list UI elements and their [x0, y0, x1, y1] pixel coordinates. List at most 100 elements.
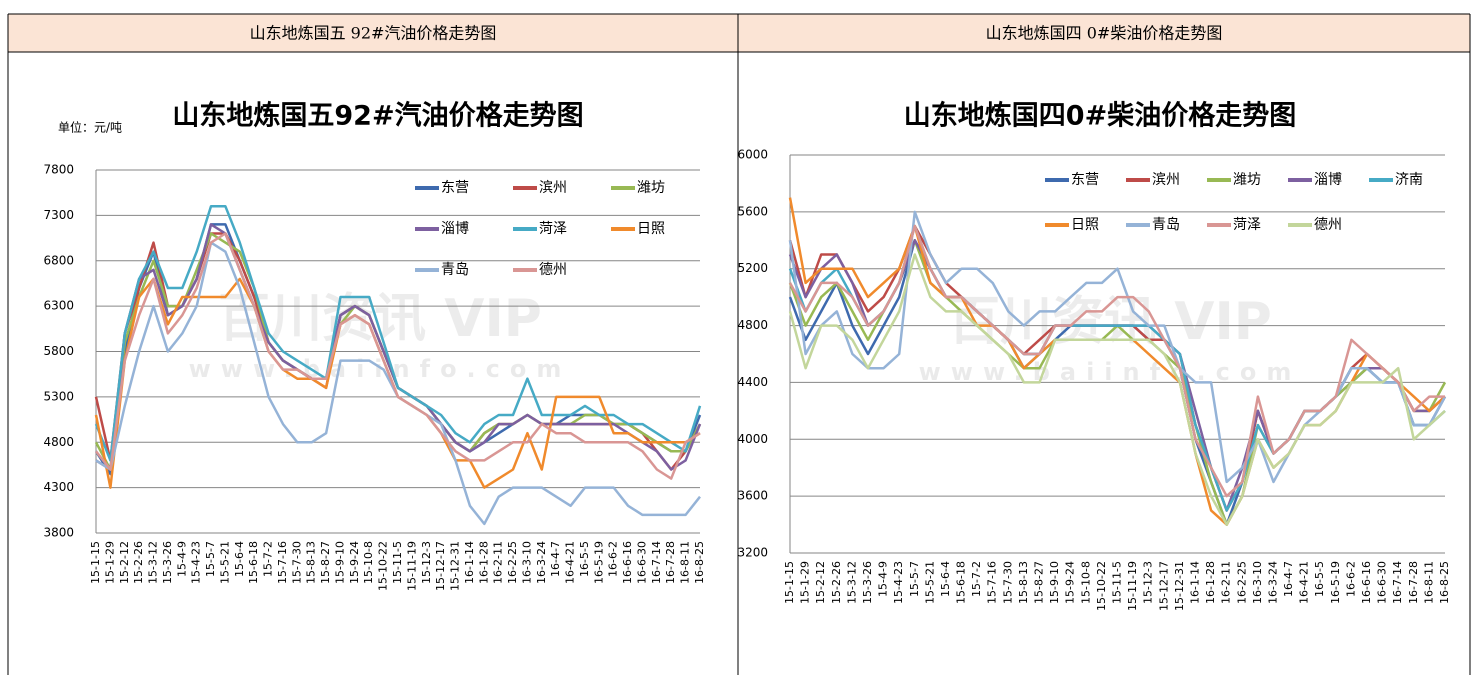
- x-tick-label: 15-7-30: [1001, 561, 1014, 604]
- unit-label: 单位：元/吨: [58, 120, 122, 135]
- y-tick-label: 5300: [43, 389, 74, 403]
- x-tick-label: 16-6-16: [621, 541, 634, 584]
- x-tick-label: 15-6-4: [939, 561, 952, 597]
- x-tick-label: 15-3-26: [861, 561, 874, 604]
- series-line: [94, 223, 702, 476]
- legend-label: 日照: [637, 221, 665, 237]
- y-tick-label: 6800: [43, 253, 74, 267]
- y-tick-label: 7800: [43, 163, 74, 177]
- x-tick-label: 16-8-25: [1438, 561, 1451, 604]
- x-tick-label: 16-5-5: [1313, 561, 1326, 597]
- x-tick-label: 16-5-19: [1329, 561, 1342, 604]
- x-tick-label: 16-6-2: [1344, 561, 1357, 597]
- x-tick-label: 15-2-12: [118, 541, 131, 584]
- x-tick-label: 15-2-12: [814, 561, 827, 604]
- x-tick-label: 16-3-10: [520, 541, 533, 584]
- x-tick-label: 15-8-13: [305, 541, 318, 584]
- x-tick-label: 15-4-9: [175, 541, 188, 577]
- x-tick-label: 16-6-16: [1360, 561, 1373, 604]
- series-line: [95, 241, 701, 526]
- legend-label: 淄博: [441, 220, 469, 237]
- x-tick-label: 15-9-10: [1048, 561, 1061, 604]
- x-tick-label: 16-3-24: [1266, 561, 1279, 604]
- x-tick-label: 16-2-25: [506, 541, 519, 584]
- x-tick-label: 16-7-14: [650, 541, 663, 584]
- chart-title: 山东地炼国五92#汽油价格走势图: [172, 100, 583, 132]
- x-tick-label: 16-2-11: [1220, 561, 1233, 604]
- x-tick-label: 15-3-12: [147, 541, 160, 584]
- series-line: [94, 205, 702, 462]
- watermark: www.baiinfo.com: [919, 358, 1302, 386]
- y-tick-label: 3800: [43, 526, 74, 540]
- x-tick-label: 15-1-15: [783, 561, 796, 604]
- x-tick-label: 15-11-5: [1111, 561, 1124, 604]
- x-tick-label: 15-5-7: [908, 561, 921, 597]
- legend-label: 淄博: [1314, 171, 1342, 188]
- x-tick-label: 15-8-27: [1033, 561, 1046, 604]
- x-tick-label: 15-1-29: [103, 541, 116, 584]
- x-tick-label: 16-8-11: [1422, 561, 1435, 604]
- y-tick-label: 3600: [737, 489, 768, 503]
- x-tick-label: 15-2-26: [830, 561, 843, 604]
- series-line: [95, 232, 701, 480]
- x-tick-label: 16-7-28: [664, 541, 677, 584]
- x-tick-label: 15-10-22: [1095, 561, 1108, 611]
- legend-label: 菏泽: [1233, 217, 1261, 233]
- y-tick-label: 4800: [43, 435, 74, 449]
- legend-label: 德州: [1314, 217, 1342, 233]
- x-tick-label: 16-6-2: [607, 541, 620, 577]
- x-tick-label: 15-11-19: [405, 541, 418, 591]
- y-tick-label: 4800: [737, 318, 768, 332]
- x-tick-label: 15-3-12: [845, 561, 858, 604]
- legend-label: 菏泽: [539, 221, 567, 237]
- x-tick-label: 16-1-28: [477, 541, 490, 584]
- x-tick-label: 15-12-3: [1142, 561, 1155, 604]
- legend-label: 东营: [441, 180, 469, 196]
- x-tick-label: 15-5-21: [923, 561, 936, 604]
- y-tick-label: 4400: [737, 375, 768, 389]
- y-tick-label: 6000: [737, 148, 768, 162]
- series-line: [788, 224, 1445, 498]
- x-tick-label: 15-11-19: [1126, 561, 1139, 611]
- legend-label: 德州: [539, 262, 567, 278]
- x-tick-label: 16-2-25: [1235, 561, 1248, 604]
- x-tick-label: 15-5-7: [204, 541, 217, 577]
- x-tick-label: 16-4-7: [1282, 561, 1295, 597]
- x-tick-label: 15-6-18: [955, 561, 968, 604]
- x-tick-label: 15-7-16: [276, 541, 289, 584]
- x-tick-label: 16-3-10: [1251, 561, 1264, 604]
- x-tick-label: 15-1-15: [89, 541, 102, 584]
- x-tick-label: 15-8-13: [1017, 561, 1030, 604]
- x-tick-label: 15-7-2: [262, 541, 275, 577]
- x-tick-label: 16-2-11: [492, 541, 505, 584]
- y-tick-label: 3200: [737, 546, 768, 560]
- x-tick-label: 15-12-31: [1173, 561, 1186, 611]
- x-tick-label: 15-7-2: [970, 561, 983, 597]
- x-tick-label: 16-7-14: [1391, 561, 1404, 604]
- y-tick-label: 5800: [43, 344, 74, 358]
- x-tick-label: 15-4-23: [892, 561, 905, 604]
- x-tick-label: 15-9-24: [1064, 561, 1077, 604]
- x-tick-label: 16-5-19: [592, 541, 605, 584]
- legend-label: 日照: [1071, 217, 1099, 233]
- legend-label: 潍坊: [637, 180, 665, 196]
- y-tick-label: 4000: [737, 432, 768, 446]
- x-tick-label: 16-3-24: [535, 541, 548, 584]
- x-tick-label: 15-10-22: [377, 541, 390, 591]
- legend-label: 滨州: [539, 180, 567, 196]
- x-tick-label: 15-4-23: [190, 541, 203, 584]
- x-tick-label: 15-4-9: [877, 561, 890, 597]
- header-row: [8, 14, 1470, 52]
- x-tick-label: 16-8-25: [693, 541, 706, 584]
- header-cell: 山东地炼国五 92#汽油价格走势图: [250, 24, 497, 43]
- x-tick-label: 16-1-14: [1188, 561, 1201, 604]
- x-tick-label: 15-12-3: [420, 541, 433, 584]
- x-tick-label: 15-3-26: [161, 541, 174, 584]
- y-tick-label: 5600: [737, 204, 768, 218]
- x-tick-label: 15-9-10: [333, 541, 346, 584]
- legend-label: 滨州: [1152, 172, 1180, 188]
- x-tick-label: 16-1-28: [1204, 561, 1217, 604]
- x-tick-label: 16-1-14: [463, 541, 476, 584]
